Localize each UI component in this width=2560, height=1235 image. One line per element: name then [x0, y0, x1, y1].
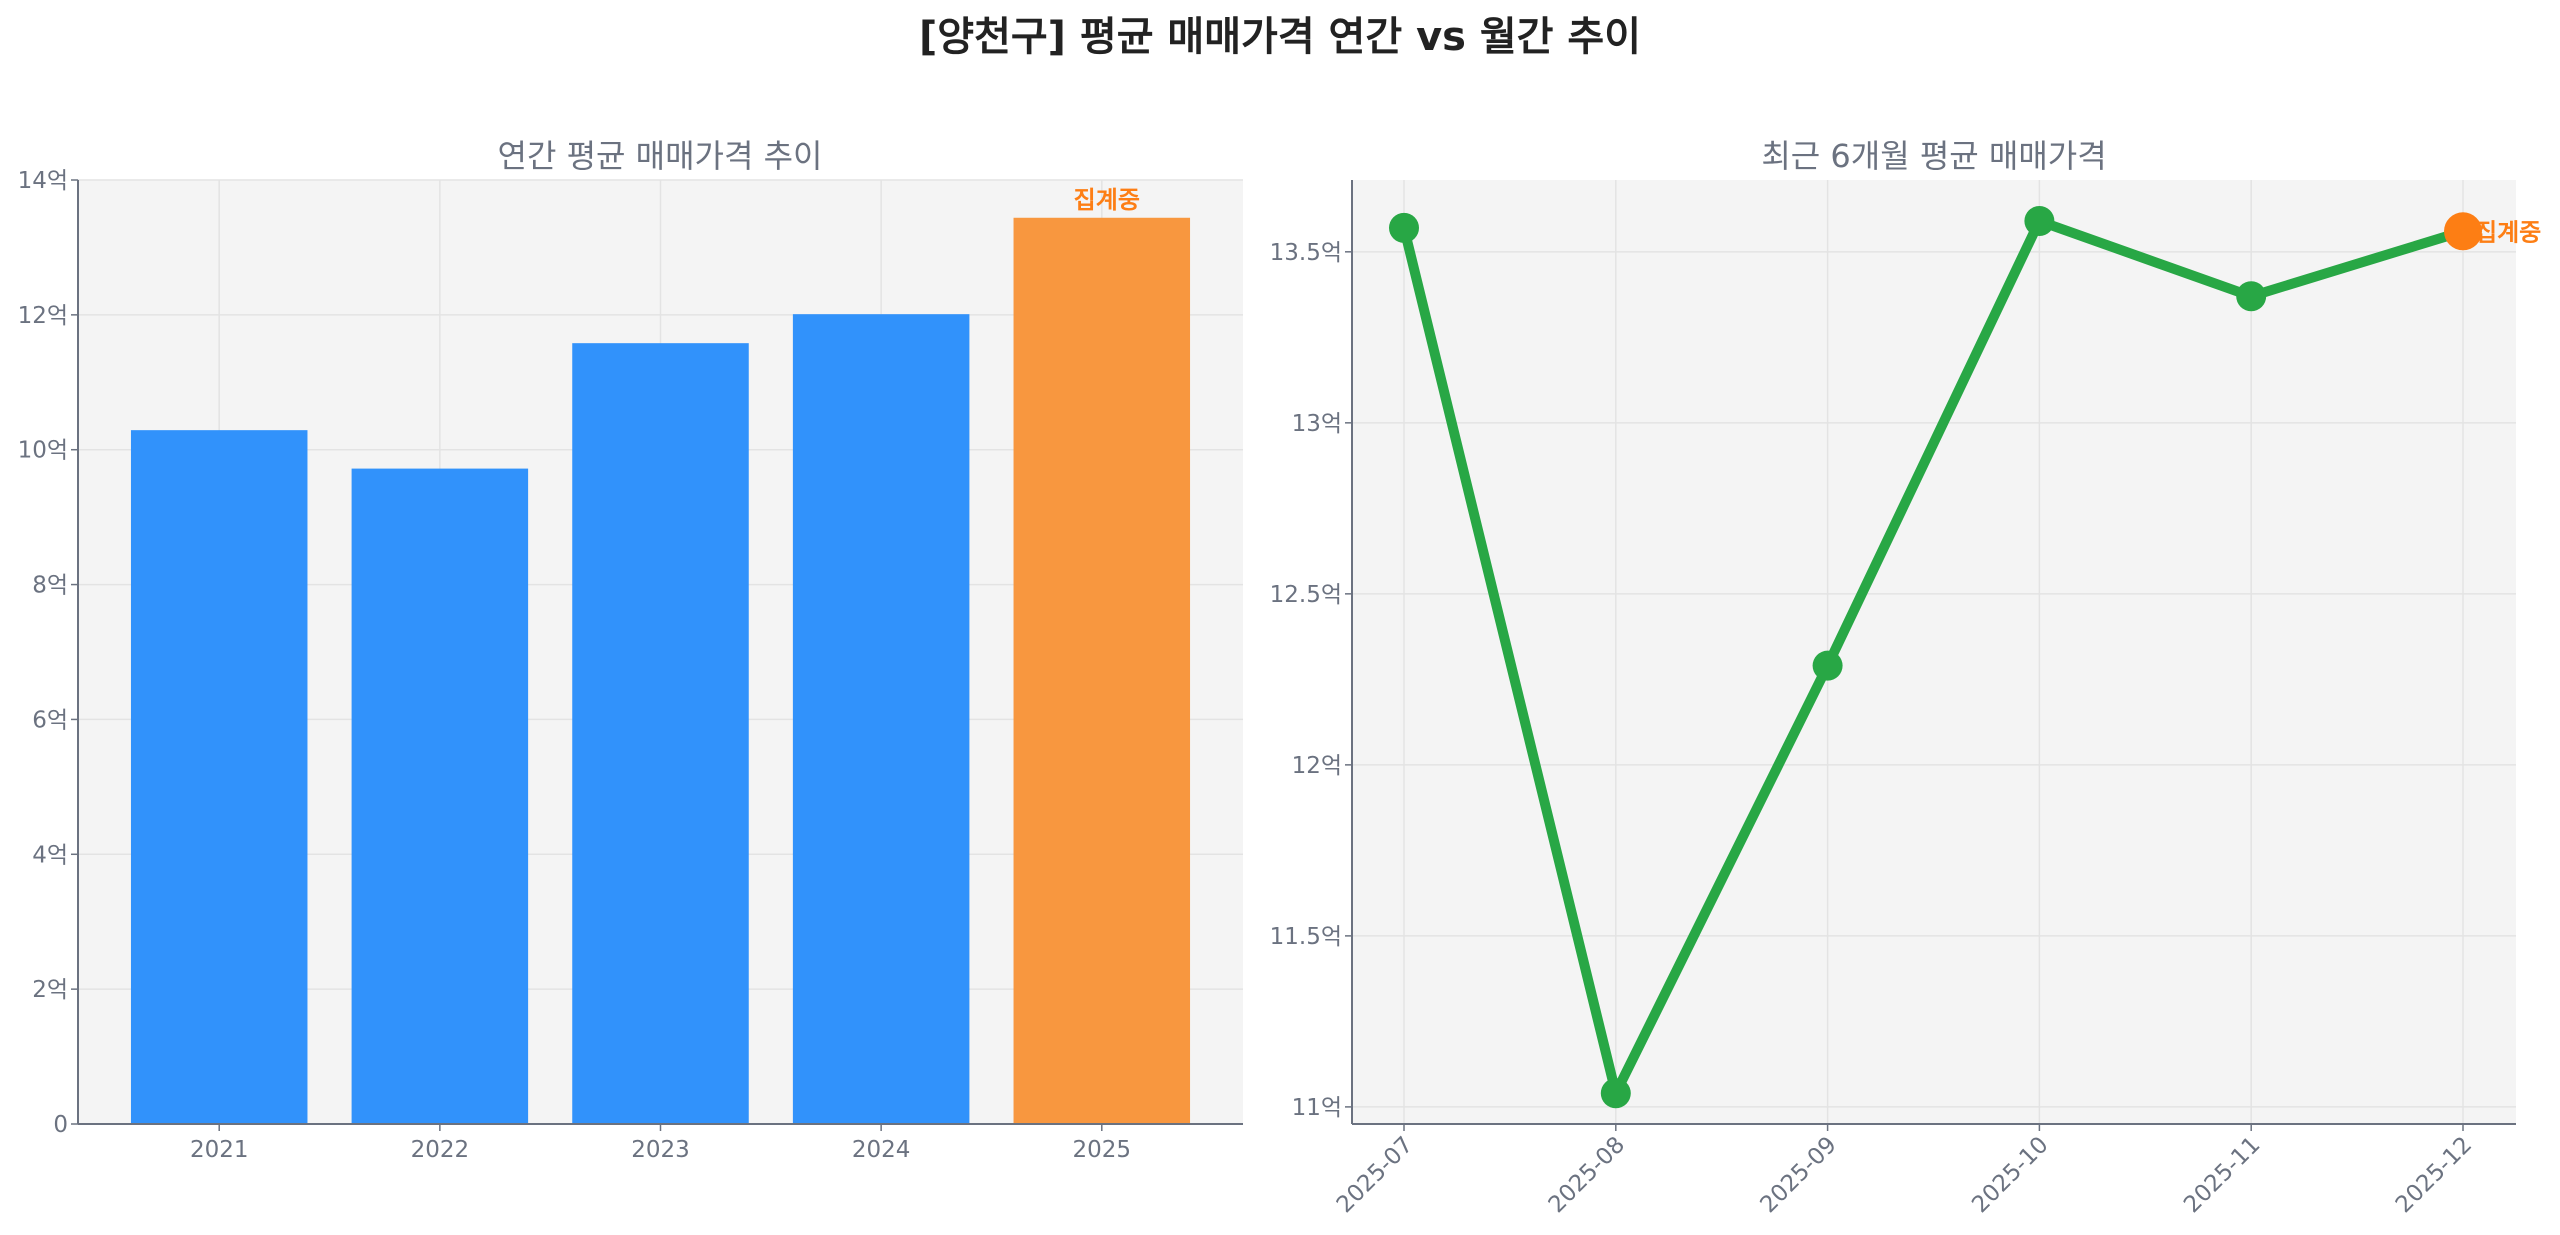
y-tick-label: 11.5억: [1270, 924, 1342, 950]
y-tick-label: 2억: [32, 977, 68, 1003]
series-line: [1399, 216, 2465, 1099]
x-tick-label: 2021: [190, 1137, 249, 1163]
bar-2022: [351, 468, 529, 1124]
bar-2021: [130, 430, 308, 1124]
annual-bar-chart: 연간 평균 매매가격 추이 0 2억 4억 6억 8억 10억 12억 14억 2021 2022…: [18, 137, 1243, 1163]
plot-area: [1352, 180, 2516, 1124]
in-progress-annotation: 집계중: [2475, 218, 2541, 246]
x-tick-label: 2025-12: [2391, 1132, 2477, 1218]
y-tick-label: 14억: [18, 168, 68, 194]
y-tick-label: 0: [53, 1112, 68, 1138]
x-tick-label: 2025-11: [2179, 1132, 2265, 1218]
y-tick-label: 13.5억: [1270, 240, 1342, 266]
monthly-chart-title: 최근 6개월 평균 매매가격: [1761, 137, 2106, 175]
x-tick-label: 2022: [411, 1137, 470, 1163]
x-tick-label: 2024: [852, 1137, 911, 1163]
data-point-2025-12: [2444, 212, 2482, 251]
data-point-2025-11: [2236, 281, 2267, 312]
x-tick-label: 2023: [631, 1137, 690, 1163]
data-point-2025-10: [2024, 206, 2055, 237]
x-tick-label: 2025-09: [1755, 1132, 1841, 1218]
x-tick-label: 2025: [1073, 1137, 1132, 1163]
y-tick-label: 12억: [1292, 753, 1342, 779]
chart-title: [양천구] 평균 매매가격 연간 vs 월간 추이: [919, 14, 1641, 60]
x-tick-label: 2025-07: [1332, 1132, 1418, 1218]
data-point-2025-07: [1389, 212, 1419, 243]
y-tick-label: 10억: [18, 438, 68, 464]
data-point-2025-09: [1812, 650, 1843, 681]
y-tick-label: 12.5억: [1270, 582, 1342, 608]
y-tick-label: 4억: [32, 842, 68, 868]
bar-2024: [792, 314, 970, 1124]
y-tick-label: 13억: [1292, 411, 1342, 437]
data-point-2025-08: [1600, 1078, 1631, 1109]
y-tick-label: 6억: [32, 707, 68, 733]
x-tick-label: 2025-08: [1544, 1132, 1630, 1218]
monthly-line-chart: 최근 6개월 평균 매매가격 11억 11.5억 12억 12.5억 13억 13.5억 2…: [1270, 137, 2542, 1218]
x-tick-label: 2025-10: [1967, 1132, 2053, 1218]
bar-2023: [572, 343, 749, 1125]
y-tick-label: 12억: [18, 303, 68, 329]
in-progress-annotation: 집계중: [1074, 186, 1140, 214]
annual-chart-title: 연간 평균 매매가격 추이: [498, 137, 823, 175]
bar-2025: [1013, 217, 1191, 1124]
y-tick-label: 11억: [1292, 1095, 1342, 1121]
y-tick-label: 8억: [32, 573, 68, 599]
